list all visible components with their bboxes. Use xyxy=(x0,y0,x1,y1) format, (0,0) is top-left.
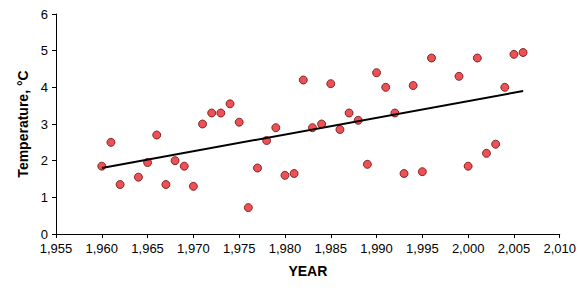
svg-text:1,985: 1,985 xyxy=(314,241,347,256)
svg-text:1,960: 1,960 xyxy=(86,241,119,256)
svg-text:1,965: 1,965 xyxy=(131,241,164,256)
svg-text:6: 6 xyxy=(41,7,48,22)
svg-text:5: 5 xyxy=(41,43,48,58)
svg-text:2,000: 2,000 xyxy=(452,241,485,256)
svg-text:3: 3 xyxy=(41,117,48,132)
svg-text:1,970: 1,970 xyxy=(177,241,210,256)
svg-text:2: 2 xyxy=(41,153,48,168)
svg-text:1,955: 1,955 xyxy=(40,241,73,256)
svg-text:Temperature, °C: Temperature, °C xyxy=(15,70,31,177)
svg-text:2,005: 2,005 xyxy=(498,241,531,256)
svg-text:1,995: 1,995 xyxy=(406,241,439,256)
svg-text:1,990: 1,990 xyxy=(360,241,393,256)
svg-text:1,980: 1,980 xyxy=(269,241,302,256)
svg-text:2,010: 2,010 xyxy=(543,241,576,256)
svg-text:YEAR: YEAR xyxy=(288,263,327,279)
svg-text:1,975: 1,975 xyxy=(223,241,256,256)
svg-text:4: 4 xyxy=(41,80,48,95)
svg-text:1: 1 xyxy=(41,190,48,205)
svg-text:0: 0 xyxy=(41,227,48,242)
